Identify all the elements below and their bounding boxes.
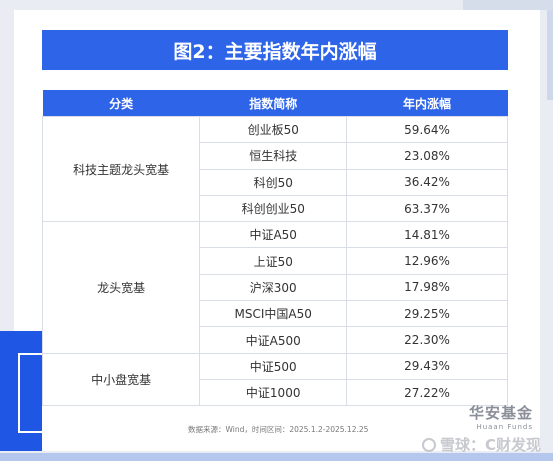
category-cell: 中小盘宽基 — [41, 352, 201, 407]
change-cell: 12.96% — [346, 247, 508, 275]
table-row: 中小盘宽基 中证500 29.43% — [41, 352, 508, 407]
watermark-text: 雪球：C财发现 — [439, 436, 541, 454]
table-row: 科技主题龙头宽基 创业板50 59.64% — [41, 115, 508, 223]
brand-name-cn: 华安基金 — [468, 404, 533, 422]
change-cell: 27.22% — [346, 378, 508, 407]
header-index-name: 指数简称 — [199, 90, 347, 117]
snowball-logo-icon — [421, 437, 436, 452]
change-cell: 23.08% — [346, 142, 508, 170]
change-cell: 29.43% — [346, 352, 508, 380]
index-name-cell: 创业板50 — [199, 115, 348, 144]
table-row: 科创50 36.42% — [43, 168, 508, 196]
change-cell: 17.98% — [346, 273, 508, 302]
table-row: 沪深300 17.98% — [43, 273, 508, 302]
table-row: 中证1000 27.22% — [43, 378, 508, 407]
change-cell: 14.81% — [346, 221, 508, 249]
index-name-cell: 中证500 — [199, 352, 348, 380]
bottom-decoration-bar — [0, 453, 553, 461]
category-cell: 龙头宽基 — [41, 221, 201, 354]
change-cell: 63.37% — [346, 194, 508, 223]
index-name-cell: 中证A500 — [199, 326, 348, 354]
change-cell: 22.30% — [346, 326, 508, 354]
brand-name-en: Huaan Funds — [476, 423, 533, 431]
index-name-cell: MSCI中国A50 — [199, 300, 348, 328]
header-ytd-change: 年内涨幅 — [346, 90, 508, 117]
side-decoration — [547, 10, 553, 100]
index-name-cell: 上证50 — [199, 247, 348, 275]
index-name-cell: 科创创业50 — [199, 194, 348, 223]
table-header-row: 分类 指数简称 年内涨幅 — [42, 90, 508, 117]
change-cell: 29.25% — [346, 300, 508, 328]
index-name-cell: 沪深300 — [199, 273, 348, 302]
index-name-cell: 恒生科技 — [199, 142, 348, 170]
change-cell: 59.64% — [346, 115, 508, 144]
table-row: 科创创业50 63.37% — [43, 194, 508, 223]
corner-decoration — [463, 0, 553, 10]
data-source-note: 数据来源：Wind，时间区间：2025.1.2-2025.12.25 — [188, 425, 369, 434]
index-performance-table: 分类 指数简称 年内涨幅 科技主题龙头宽基 创业板50 59.64% 恒生科技 … — [41, 90, 508, 407]
snowball-watermark: 雪球：C财发现 — [421, 434, 541, 455]
index-name-cell: 中证1000 — [199, 378, 348, 407]
table-row: 龙头宽基 中证A50 14.81% — [41, 221, 508, 354]
index-name-cell: 科创50 — [199, 168, 348, 196]
header-category: 分类 — [42, 90, 200, 117]
brand-logo: 华安基金 Huaan Funds — [469, 402, 533, 431]
category-cell: 科技主题龙头宽基 — [41, 115, 201, 223]
change-cell: 36.42% — [346, 168, 508, 196]
figure-title: 图2：主要指数年内涨幅 — [42, 30, 508, 70]
index-name-cell: 中证A50 — [199, 221, 348, 249]
table-row: 中证A500 22.30% — [43, 326, 508, 354]
table-row: 恒生科技 23.08% — [43, 142, 508, 170]
